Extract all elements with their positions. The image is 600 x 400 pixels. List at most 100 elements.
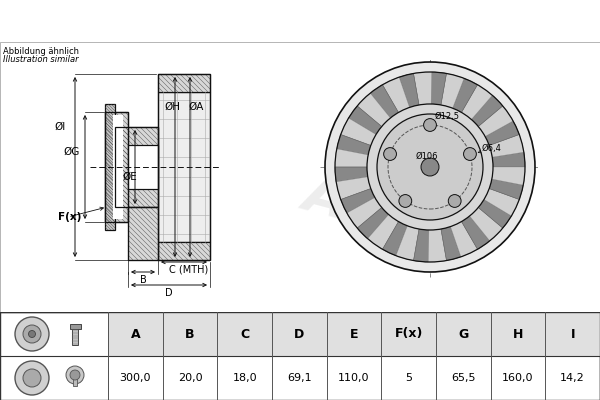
Wedge shape (357, 208, 389, 239)
Bar (72, 327, 78, 345)
Wedge shape (441, 74, 464, 108)
Wedge shape (383, 77, 409, 112)
Bar (326, 312, 382, 356)
Bar (158, 74, 210, 260)
Wedge shape (341, 118, 376, 146)
Text: Illustration similar: Illustration similar (3, 55, 79, 64)
Text: ØI: ØI (55, 122, 65, 132)
Bar (105, 104, 115, 230)
Wedge shape (461, 85, 493, 120)
Wedge shape (452, 78, 478, 112)
Wedge shape (368, 214, 398, 249)
Text: 300,0: 300,0 (119, 373, 151, 383)
Text: H: H (513, 328, 523, 340)
Circle shape (15, 317, 49, 351)
Text: 160,0: 160,0 (502, 373, 534, 383)
Text: 65,5: 65,5 (451, 373, 476, 383)
Wedge shape (470, 208, 503, 241)
Wedge shape (484, 188, 519, 216)
Bar (128, 207, 158, 260)
Wedge shape (441, 226, 461, 260)
Circle shape (367, 104, 493, 230)
Circle shape (424, 119, 436, 131)
Bar (163, 312, 217, 356)
Wedge shape (478, 200, 511, 228)
Text: C: C (240, 328, 249, 340)
Text: B: B (140, 275, 146, 285)
Wedge shape (347, 198, 382, 228)
Bar (382, 312, 436, 356)
Bar (105, 112, 128, 222)
Circle shape (464, 148, 476, 160)
Wedge shape (341, 188, 375, 213)
Wedge shape (489, 134, 524, 157)
Bar (272, 312, 326, 356)
Circle shape (66, 366, 84, 384)
Circle shape (448, 194, 461, 207)
Text: 110,0: 110,0 (338, 373, 370, 383)
Wedge shape (428, 229, 446, 262)
Wedge shape (413, 72, 431, 105)
Text: 24.0120-0196.1    420196: 24.0120-0196.1 420196 (170, 12, 430, 30)
Wedge shape (492, 152, 525, 167)
Text: F(x): F(x) (58, 212, 82, 222)
Wedge shape (461, 216, 490, 249)
Text: ØA: ØA (188, 102, 203, 112)
Text: ØE: ØE (122, 172, 137, 182)
Bar (436, 312, 491, 356)
Text: A: A (131, 328, 140, 340)
Text: Ø12,5: Ø12,5 (435, 112, 460, 121)
Wedge shape (413, 229, 429, 262)
Bar (217, 312, 272, 356)
Text: 5: 5 (405, 373, 412, 383)
Text: ØH: ØH (164, 102, 180, 112)
Bar (158, 92, 210, 242)
Text: ATE: ATE (298, 166, 422, 248)
Bar (158, 74, 210, 92)
Wedge shape (399, 74, 419, 108)
Circle shape (377, 114, 483, 220)
Wedge shape (472, 95, 503, 126)
Text: E: E (350, 328, 358, 340)
Bar (491, 312, 545, 356)
Wedge shape (492, 167, 525, 185)
Circle shape (399, 194, 412, 207)
Text: D: D (294, 328, 304, 340)
Bar (128, 145, 158, 189)
Text: G: G (458, 328, 469, 340)
Text: F(x): F(x) (394, 328, 423, 340)
Circle shape (15, 361, 49, 395)
Bar (115, 127, 158, 207)
Bar (128, 207, 158, 260)
Text: 14,2: 14,2 (560, 373, 585, 383)
Bar (545, 312, 600, 356)
Wedge shape (451, 222, 478, 257)
Wedge shape (489, 179, 523, 200)
Text: ØG: ØG (64, 147, 80, 157)
Bar (73, 374, 77, 386)
Bar (70, 324, 80, 329)
Bar (108, 312, 163, 356)
Circle shape (325, 62, 535, 272)
Circle shape (23, 369, 41, 387)
Text: Abbildung ähnlich: Abbildung ähnlich (3, 47, 79, 56)
Text: 69,1: 69,1 (287, 373, 311, 383)
Text: I: I (571, 328, 575, 340)
Wedge shape (370, 85, 398, 118)
Circle shape (383, 148, 397, 160)
Wedge shape (336, 177, 371, 200)
Text: Ø106: Ø106 (416, 152, 438, 161)
Wedge shape (431, 72, 446, 105)
Bar (115, 127, 158, 207)
Text: 18,0: 18,0 (232, 373, 257, 383)
Wedge shape (396, 226, 419, 260)
Bar (105, 112, 128, 222)
Text: B: B (185, 328, 195, 340)
Circle shape (23, 325, 41, 343)
Wedge shape (349, 106, 382, 134)
Wedge shape (383, 222, 407, 256)
Text: 20,0: 20,0 (178, 373, 202, 383)
Wedge shape (485, 121, 519, 146)
Wedge shape (478, 106, 513, 136)
Text: C (MTH): C (MTH) (169, 265, 209, 275)
